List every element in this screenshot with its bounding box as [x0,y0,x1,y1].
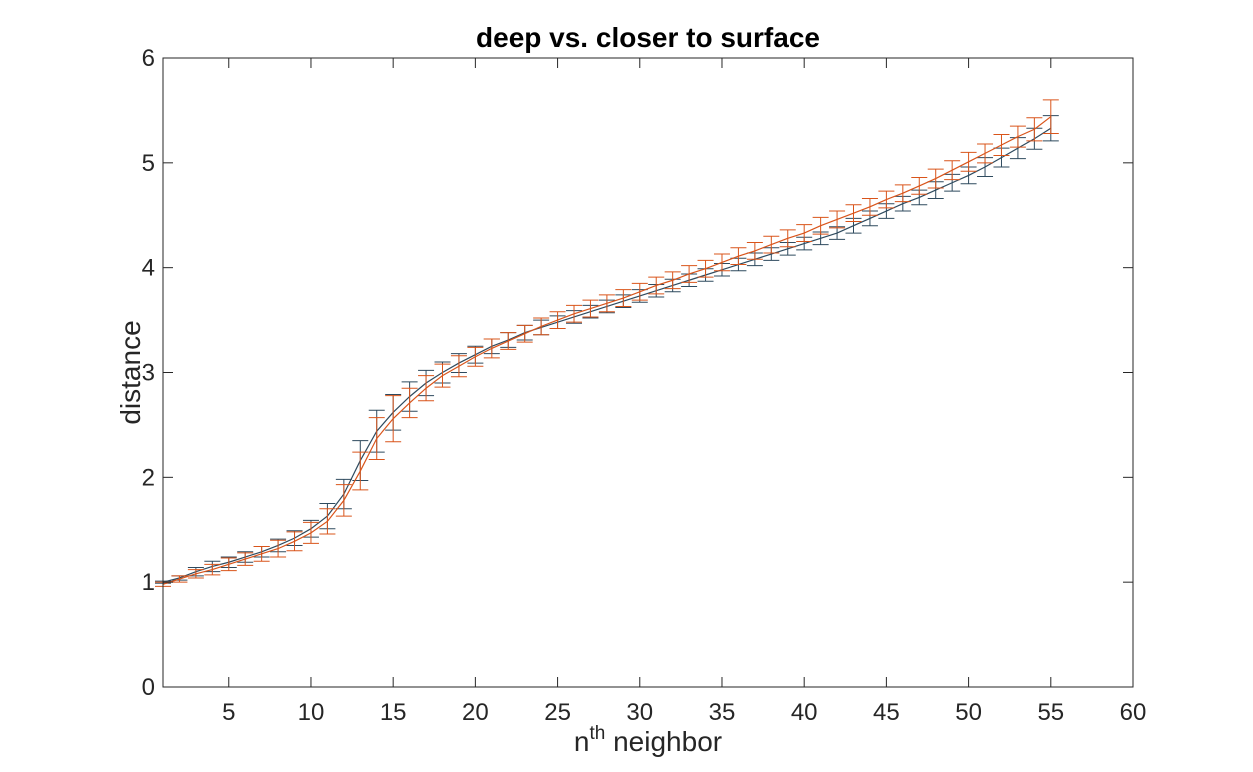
error-bar [516,324,533,343]
error-bar [418,375,435,402]
error-bar [927,168,944,189]
error-bar [549,311,566,329]
error-bar [631,282,648,301]
chart-title: deep vs. closer to surface [476,22,820,53]
x-axis-title-superscript: th [589,723,605,744]
error-bar [220,557,237,572]
error-bar [598,294,615,313]
error-bar [302,521,319,544]
error-bar [171,575,188,583]
series-layer [155,99,1059,587]
x-tick-label: 55 [1037,699,1064,726]
error-bar [582,299,599,318]
error-bar [385,395,402,443]
error-bar [845,204,862,223]
error-bar [911,177,928,195]
error-bar [697,259,714,278]
error-bar [500,332,517,350]
error-bar [237,552,254,566]
x-tick-label: 50 [955,699,982,726]
error-bar [187,569,204,579]
y-tick-label: 1 [142,569,155,596]
error-bar [286,531,303,552]
error-bar [796,224,813,242]
error-bar [763,235,780,254]
x-tick-label: 10 [298,699,325,726]
error-bar [960,151,977,172]
error-bar [335,484,352,517]
error-bar [401,387,418,419]
y-tick-label: 3 [142,360,155,387]
error-bar [812,216,829,235]
error-bar [483,338,500,359]
error-bar [615,289,632,307]
error-bar [829,210,846,229]
x-tick-label: 35 [709,699,736,726]
x-axis-title-base: n [574,726,590,757]
y-tick-label: 4 [142,255,155,282]
error-bar [730,247,747,266]
error-bar [746,242,763,260]
error-bar [878,190,895,209]
error-bar [861,197,878,216]
error-bar [779,229,796,248]
error-bar [204,563,221,576]
error-bar [467,346,484,367]
error-bar [713,253,730,272]
x-tick-label: 40 [791,699,818,726]
x-tick-label: 20 [462,699,489,726]
error-bar [977,143,994,164]
x-tick-label: 5 [222,699,235,726]
x-axis-title: nth neighbor [574,723,722,757]
error-bar [368,417,385,461]
error-bar [434,363,451,388]
series-2 [155,99,1059,587]
error-bar [1026,117,1043,142]
x-axis-title-rest: neighbor [605,726,722,757]
y-tick-label: 0 [142,674,155,701]
error-bar [1009,125,1026,148]
error-bar [270,539,287,558]
y-tick-label: 6 [142,45,155,72]
x-tick-label: 25 [544,699,571,726]
y-tick-label: 5 [142,150,155,177]
error-bar [319,508,336,535]
x-tick-label: 60 [1120,699,1147,726]
error-bar [533,317,550,336]
error-bar [648,276,665,295]
error-bar [450,355,467,378]
error-bar [566,304,583,323]
error-bar [352,451,369,491]
error-bar [664,271,681,290]
y-tick-label: 2 [142,464,155,491]
error-bar [894,184,911,203]
plot-area [163,58,1133,687]
x-tick-label: 30 [626,699,653,726]
error-bar [1042,99,1059,134]
x-tick-label: 15 [380,699,407,726]
error-bar [681,265,698,283]
error-bar [253,546,270,562]
error-bar [993,134,1010,156]
y-axis-title: distance [115,320,146,424]
x-tick-label: 45 [873,699,900,726]
error-bar [944,160,961,181]
